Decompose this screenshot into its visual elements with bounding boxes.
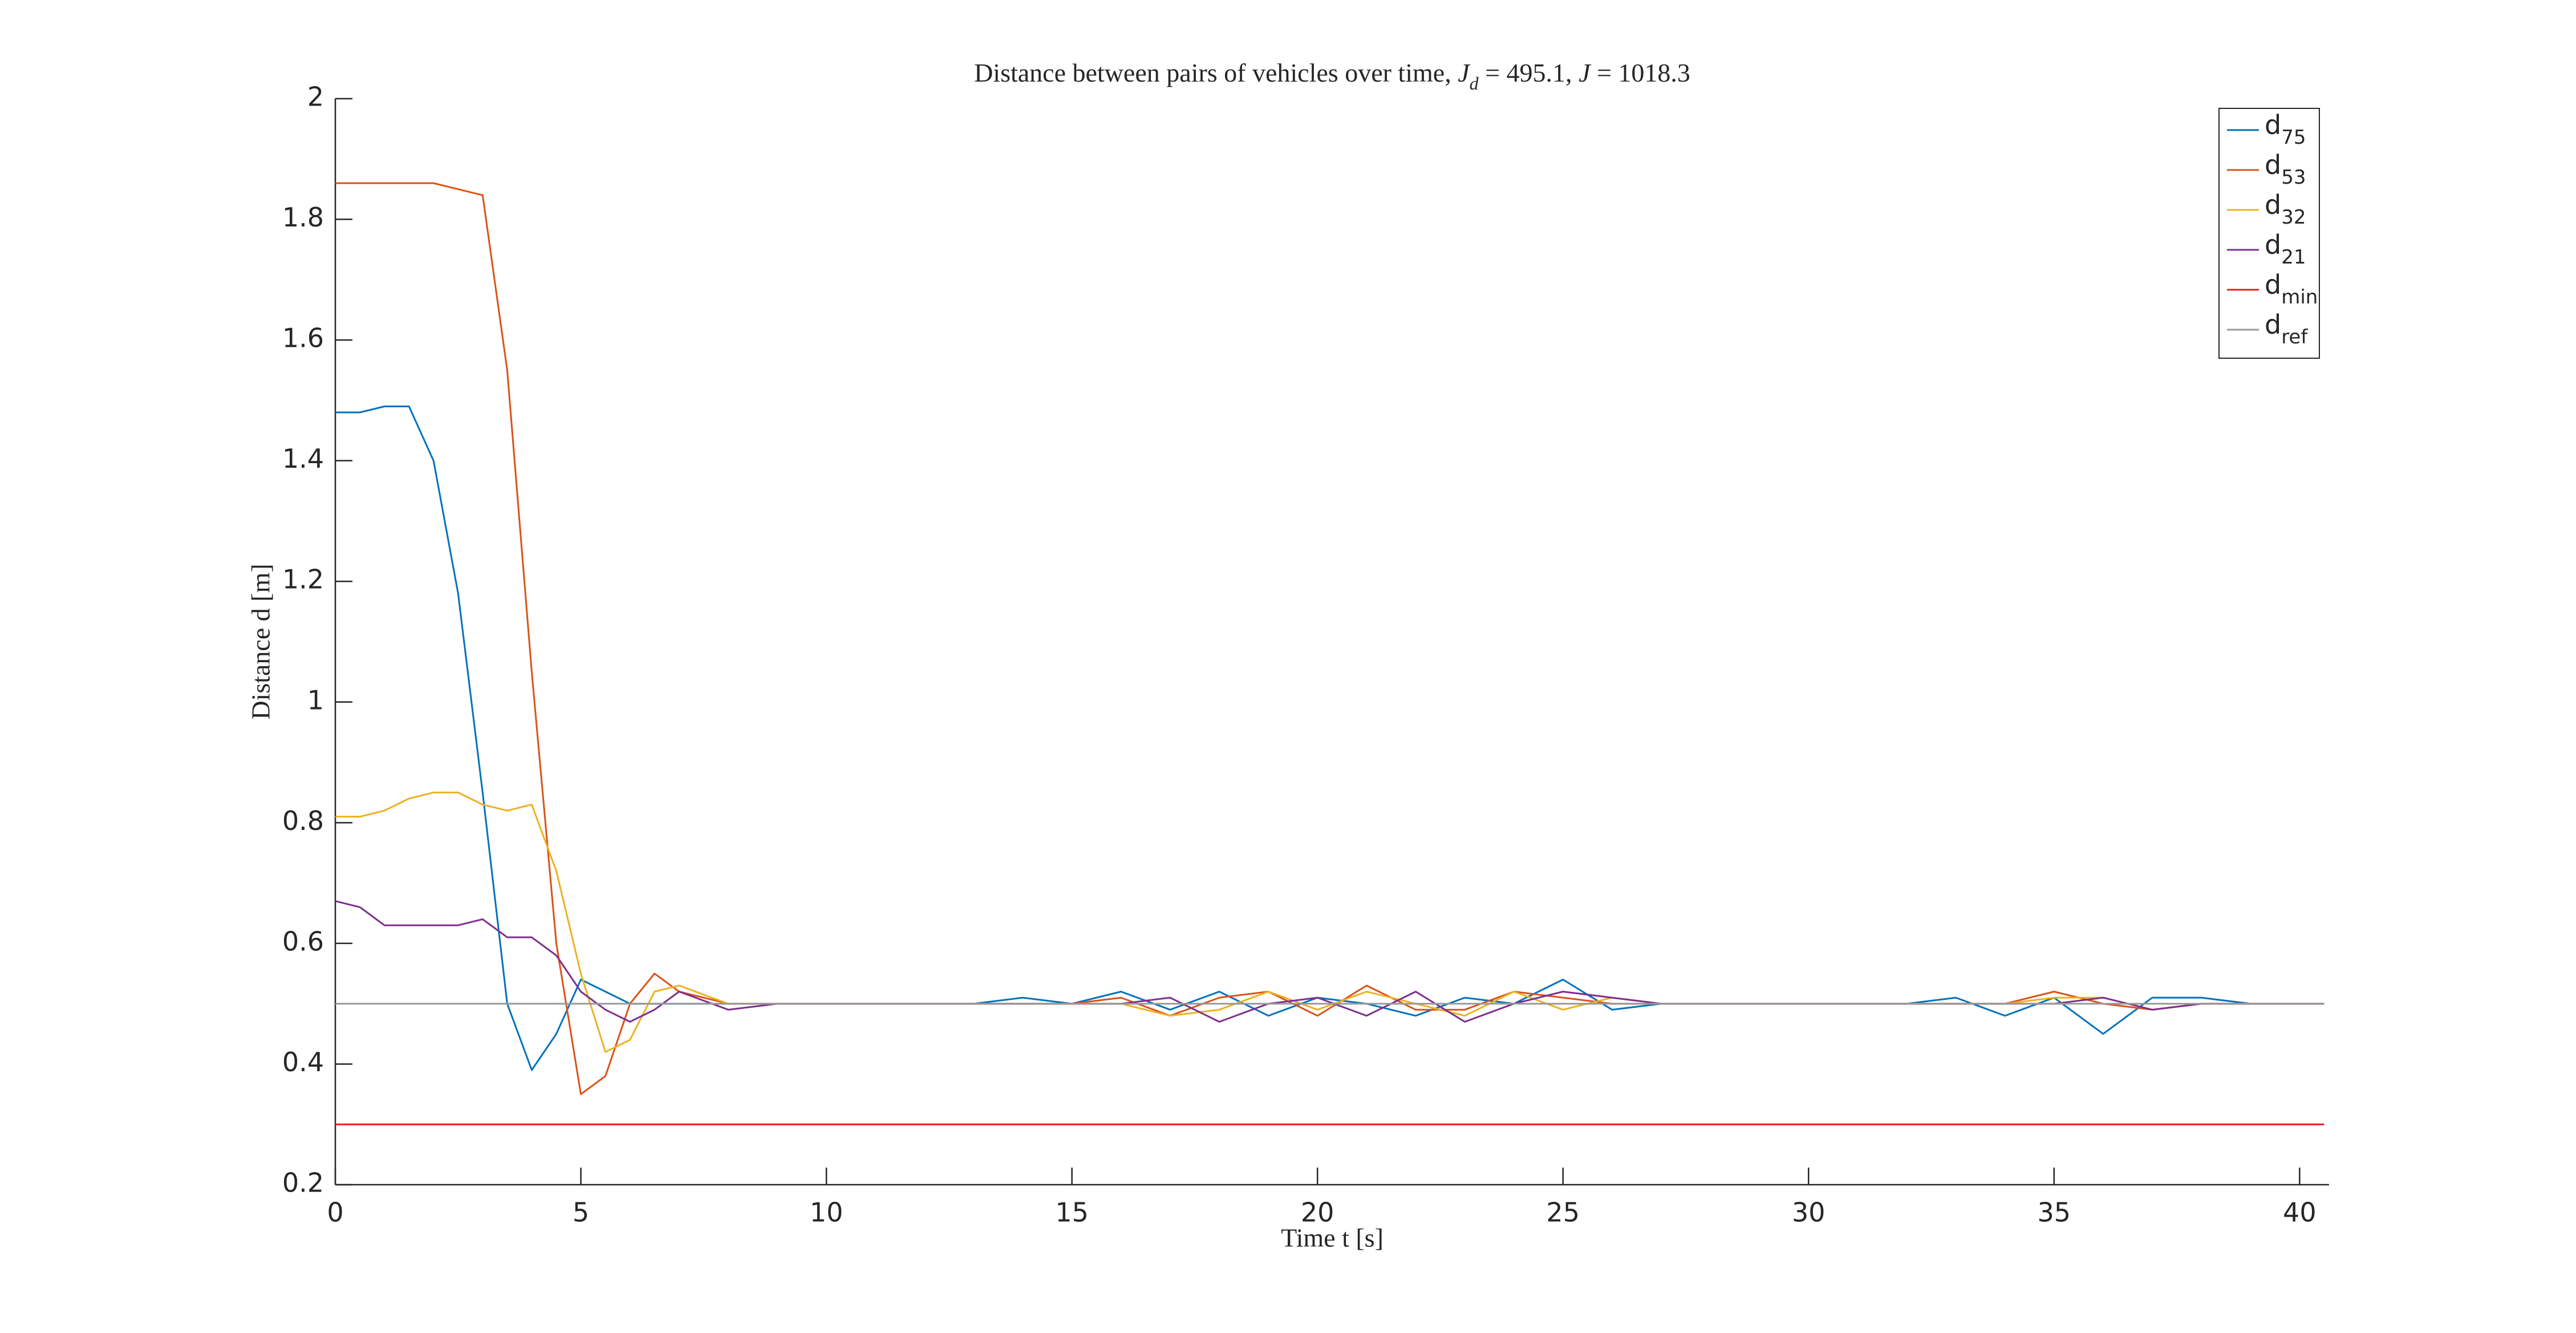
legend-subscript: 32 <box>2281 206 2306 229</box>
legend-name: d <box>2265 229 2281 260</box>
legend-label: d75 <box>2265 110 2306 149</box>
x-tick-label: 5 <box>573 1197 589 1228</box>
x-tick-label: 20 <box>1301 1197 1334 1228</box>
x-tick-label: 10 <box>810 1197 843 1228</box>
y-tick-label: 1.4 <box>282 443 324 474</box>
title-part: = 1018.3 <box>1590 58 1690 87</box>
legend-label: d32 <box>2265 189 2306 229</box>
legend-subscript: 53 <box>2281 166 2306 189</box>
title-part: d <box>1470 73 1479 94</box>
x-tick-label: 30 <box>1792 1197 1825 1228</box>
y-tick-label: 1.2 <box>282 564 324 595</box>
legend-label: d21 <box>2265 229 2306 269</box>
y-tick-label: 2 <box>307 82 324 112</box>
legend-label: d53 <box>2265 149 2306 189</box>
x-tick-label: 0 <box>327 1197 343 1228</box>
x-tick-label: 40 <box>2283 1197 2317 1228</box>
y-tick-label: 0.4 <box>282 1047 324 1077</box>
x-tick-label: 15 <box>1055 1197 1089 1228</box>
chart-title: Distance between pairs of vehicles over … <box>974 58 1690 94</box>
y-tick-label: 0.8 <box>282 805 324 836</box>
legend-box <box>2218 108 2320 359</box>
y-tick-label: 1 <box>307 684 324 715</box>
legend-name: d <box>2265 149 2281 180</box>
x-axis-label: Time t [s] <box>1281 1223 1384 1253</box>
legend-label: dref <box>2265 309 2308 349</box>
y-tick-label: 0.2 <box>282 1168 324 1198</box>
y-tick-label: 1.8 <box>282 202 324 233</box>
title-part: = 495.1, <box>1479 58 1579 87</box>
y-tick-label: 0.6 <box>282 926 324 957</box>
title-part: J <box>1458 58 1471 87</box>
legend-subscript: min <box>2281 286 2318 309</box>
title-part: J <box>1579 58 1592 87</box>
legend-name: d <box>2265 110 2281 140</box>
legend-subscript: 21 <box>2281 246 2306 269</box>
legend-name: d <box>2265 189 2281 220</box>
data-line <box>335 406 2325 1071</box>
legend-name: d <box>2265 309 2281 340</box>
legend-label: dmin <box>2265 269 2318 309</box>
x-tick-label: 25 <box>1546 1197 1580 1228</box>
legend-subscript: 75 <box>2281 126 2306 149</box>
legend-name: d <box>2265 269 2281 300</box>
y-axis-label: Distance d [m] <box>246 564 275 719</box>
legend-subscript: ref <box>2281 326 2308 349</box>
y-tick-label: 1.6 <box>282 323 324 354</box>
x-tick-label: 35 <box>2038 1197 2071 1228</box>
title-part: Distance between pairs of vehicles over … <box>974 58 1458 87</box>
